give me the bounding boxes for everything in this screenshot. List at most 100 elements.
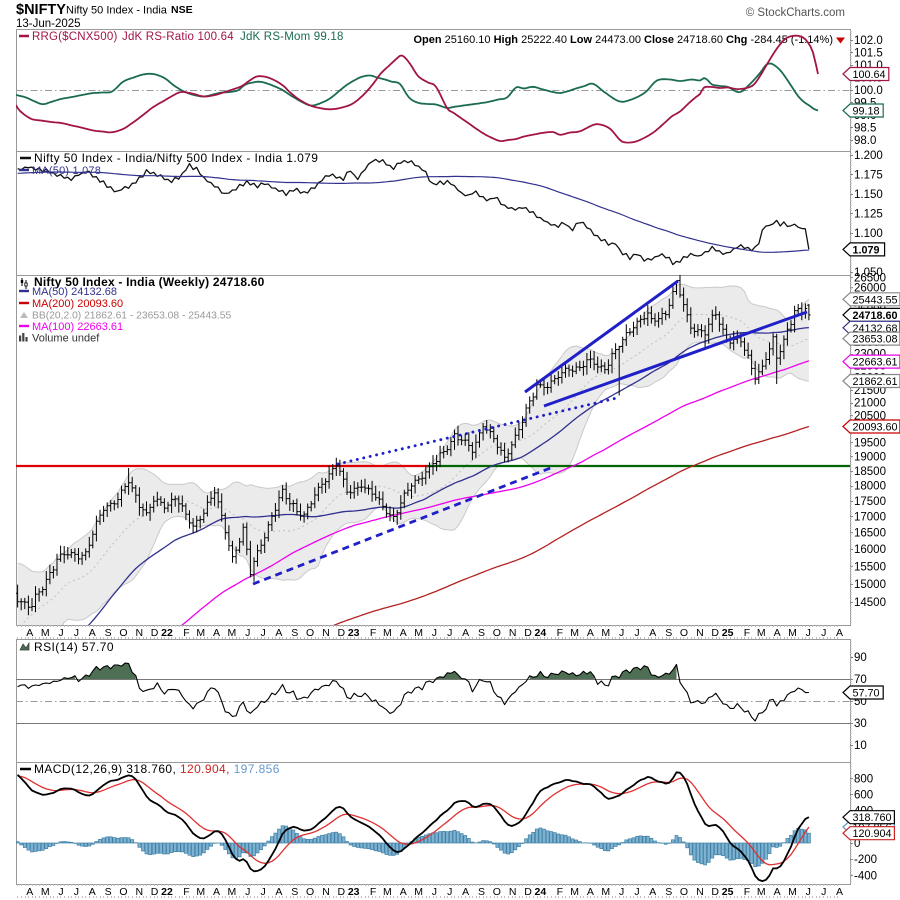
svg-text:J: J xyxy=(58,627,63,639)
svg-text:A: A xyxy=(649,627,656,639)
svg-text:15500: 15500 xyxy=(854,561,886,573)
svg-text:D: D xyxy=(524,627,532,639)
svg-text:O: O xyxy=(119,627,127,639)
svg-text:J: J xyxy=(821,627,826,639)
svg-text:J: J xyxy=(260,627,265,639)
svg-text:J: J xyxy=(634,886,639,898)
svg-text:A: A xyxy=(275,627,282,639)
svg-text:J: J xyxy=(634,627,639,639)
svg-text:Open 25160.10 High 25222.40 Lo: Open 25160.10 High 25222.40 Low 24473.00… xyxy=(413,34,833,46)
svg-text:18000: 18000 xyxy=(854,481,886,493)
svg-text:600: 600 xyxy=(854,790,873,802)
svg-text:A: A xyxy=(774,627,781,639)
svg-text:1.079: 1.079 xyxy=(853,244,880,256)
svg-text:17500: 17500 xyxy=(854,496,886,508)
svg-text:D: D xyxy=(151,627,159,639)
svg-text:24: 24 xyxy=(535,627,547,639)
svg-text:F: F xyxy=(557,886,563,898)
svg-text:Volume undef: Volume undef xyxy=(32,333,100,345)
svg-text:24718.60: 24718.60 xyxy=(853,310,898,322)
svg-text:1.100: 1.100 xyxy=(854,228,883,240)
svg-text:N: N xyxy=(322,627,330,639)
svg-text:M: M xyxy=(383,886,392,898)
svg-text:16000: 16000 xyxy=(854,544,886,556)
svg-text:14500: 14500 xyxy=(854,597,886,609)
svg-text:Nifty 50 Index - India: Nifty 50 Index - India xyxy=(66,5,168,17)
svg-text:S: S xyxy=(665,627,672,639)
svg-text:J: J xyxy=(245,627,250,639)
svg-text:25443.55: 25443.55 xyxy=(853,294,898,306)
svg-text:RRG($CNX500): RRG($CNX500) xyxy=(32,31,117,43)
svg-text:318.760: 318.760 xyxy=(853,812,892,824)
svg-text:A: A xyxy=(400,886,407,898)
svg-text:A: A xyxy=(275,886,282,898)
svg-text:A: A xyxy=(26,627,33,639)
svg-text:26000: 26000 xyxy=(854,283,886,295)
svg-text:23653.08: 23653.08 xyxy=(853,334,898,346)
svg-text:J: J xyxy=(447,627,452,639)
svg-text:A: A xyxy=(26,886,33,898)
svg-text:100.0: 100.0 xyxy=(854,85,883,97)
svg-text:120.904: 120.904 xyxy=(853,828,892,840)
svg-text:F: F xyxy=(183,886,189,898)
svg-text:0: 0 xyxy=(854,838,860,850)
svg-text:D: D xyxy=(711,886,719,898)
svg-text:M: M xyxy=(788,627,797,639)
svg-text:N: N xyxy=(136,627,144,639)
svg-text:MA(100) 22663.61: MA(100) 22663.61 xyxy=(32,321,123,333)
svg-text:1.175: 1.175 xyxy=(854,170,883,182)
svg-text:1.150: 1.150 xyxy=(854,189,883,201)
svg-text:M: M xyxy=(414,627,423,639)
svg-text:F: F xyxy=(557,627,563,639)
svg-text:J: J xyxy=(74,886,79,898)
svg-text:S: S xyxy=(478,627,485,639)
svg-text:15000: 15000 xyxy=(854,579,886,591)
svg-text:J: J xyxy=(432,886,437,898)
svg-text:98.0: 98.0 xyxy=(854,135,876,147)
svg-text:16500: 16500 xyxy=(854,528,886,540)
svg-text:800: 800 xyxy=(854,773,873,785)
svg-text:O: O xyxy=(493,886,501,898)
svg-text:O: O xyxy=(306,627,314,639)
svg-text:22: 22 xyxy=(161,627,173,639)
svg-text:18500: 18500 xyxy=(854,466,886,478)
svg-text:N: N xyxy=(509,886,517,898)
svg-text:O: O xyxy=(680,627,688,639)
svg-text:MA(50) 24132.68: MA(50) 24132.68 xyxy=(32,286,117,298)
svg-text:N: N xyxy=(509,627,517,639)
svg-text:MACD(12,26,9) 318.760, 120.904: MACD(12,26,9) 318.760, 120.904, 197.856 xyxy=(34,762,280,776)
svg-text:M: M xyxy=(601,886,610,898)
svg-text:A: A xyxy=(213,886,220,898)
svg-text:J: J xyxy=(432,627,437,639)
svg-text:M: M xyxy=(228,627,237,639)
svg-text:O: O xyxy=(493,627,501,639)
svg-text:101.5: 101.5 xyxy=(854,48,883,60)
svg-text:A: A xyxy=(89,627,96,639)
svg-text:O: O xyxy=(680,886,688,898)
svg-text:D: D xyxy=(338,627,346,639)
svg-text:M: M xyxy=(41,627,50,639)
svg-text:F: F xyxy=(370,886,376,898)
svg-text:-200: -200 xyxy=(854,854,877,866)
svg-text:S: S xyxy=(665,886,672,898)
svg-text:M: M xyxy=(414,886,423,898)
svg-text:A: A xyxy=(587,886,594,898)
svg-text:F: F xyxy=(370,627,376,639)
svg-text:A: A xyxy=(213,627,220,639)
svg-text:21862.61: 21862.61 xyxy=(853,376,898,388)
svg-text:D: D xyxy=(524,886,532,898)
svg-text:A: A xyxy=(774,886,781,898)
svg-text:F: F xyxy=(744,627,750,639)
svg-text:90: 90 xyxy=(854,652,867,664)
svg-text:F: F xyxy=(744,886,750,898)
svg-text:22663.61: 22663.61 xyxy=(853,357,898,369)
svg-text:RSI(14) 57.70: RSI(14) 57.70 xyxy=(34,640,114,654)
svg-text:70: 70 xyxy=(854,674,867,686)
svg-text:26500: 26500 xyxy=(854,272,886,284)
svg-text:MA(50) 1.078: MA(50) 1.078 xyxy=(32,165,101,177)
svg-text:Nifty 50 Index - India/Nifty 5: Nifty 50 Index - India/Nifty 500 Index -… xyxy=(34,151,318,165)
svg-text:A: A xyxy=(836,627,843,639)
svg-text:J: J xyxy=(447,886,452,898)
svg-text:O: O xyxy=(306,886,314,898)
svg-text:J: J xyxy=(245,886,250,898)
